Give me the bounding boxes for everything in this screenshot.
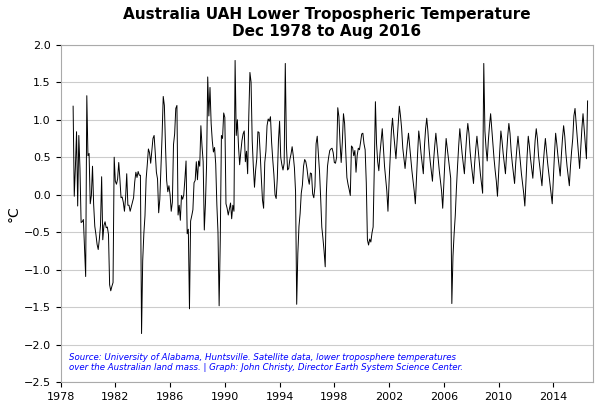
Title: Australia UAH Lower Tropospheric Temperature
Dec 1978 to Aug 2016: Australia UAH Lower Tropospheric Tempera… — [123, 7, 530, 39]
Y-axis label: °C: °C — [7, 205, 21, 222]
Text: Source: University of Alabama, Huntsville. Satellite data, lower troposphere tem: Source: University of Alabama, Huntsvill… — [68, 353, 463, 372]
